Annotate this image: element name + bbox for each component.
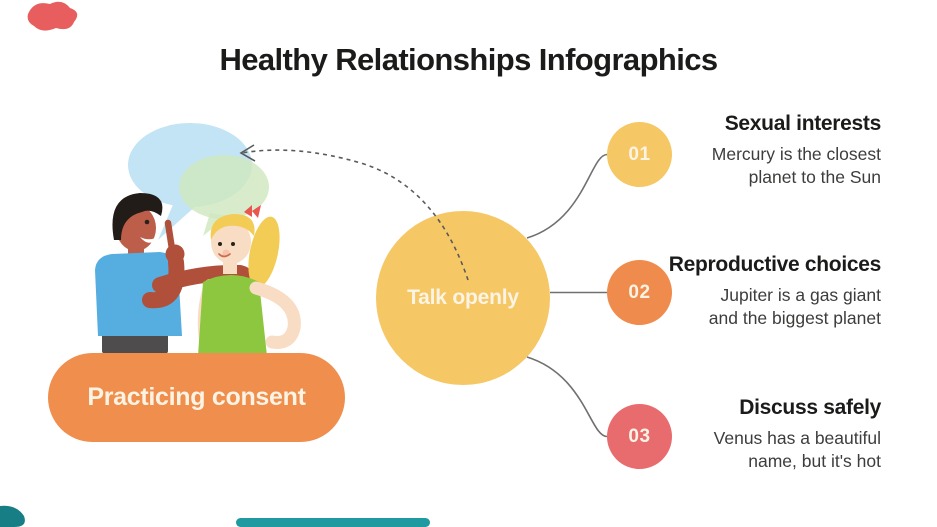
- central-topic-label: Talk openly: [407, 286, 519, 309]
- item-block-2: Reproductive choices Jupiter is a gas gi…: [611, 253, 882, 331]
- step-circle-03: 03: [607, 404, 672, 469]
- caption-label: Practicing consent: [87, 383, 306, 411]
- item-description-2: Jupiter is a gas giant and the biggest p…: [708, 285, 881, 329]
- page-title: Healthy Relationships Infographics: [219, 42, 718, 77]
- speech-bubble-green-icon: [179, 155, 269, 236]
- item-title-1: Sexual interests: [724, 112, 882, 135]
- step-number-01: 01: [628, 143, 651, 165]
- item-block-3: Discuss safely Venus has a beautiful nam…: [611, 396, 882, 474]
- central-topic-circle: Talk openly: [376, 211, 550, 385]
- step-number-02: 02: [628, 281, 651, 303]
- item-description-3: Venus has a beautiful name, but it's hot: [713, 428, 881, 472]
- step-circle-02: 02: [607, 260, 672, 325]
- bottom-bar-icon: [236, 518, 430, 527]
- top-left-scribble-icon: [27, 1, 78, 31]
- caption-pill: Practicing consent: [48, 353, 345, 442]
- speech-bubble-blue-icon: [128, 123, 252, 240]
- item-title-3: Discuss safely: [739, 396, 881, 419]
- boy-pointing-figure: [95, 193, 251, 354]
- bottom-left-corner-icon: [0, 505, 25, 527]
- step-circle-01: 01: [607, 122, 672, 187]
- step-number-03: 03: [628, 425, 651, 447]
- item-block-1: Sexual interests Mercury is the closest …: [611, 112, 882, 190]
- girl-listening-figure: [197, 205, 301, 356]
- item-description-1: Mercury is the closest planet to the Sun: [711, 144, 881, 188]
- item-title-2: Reproductive choices: [668, 253, 882, 276]
